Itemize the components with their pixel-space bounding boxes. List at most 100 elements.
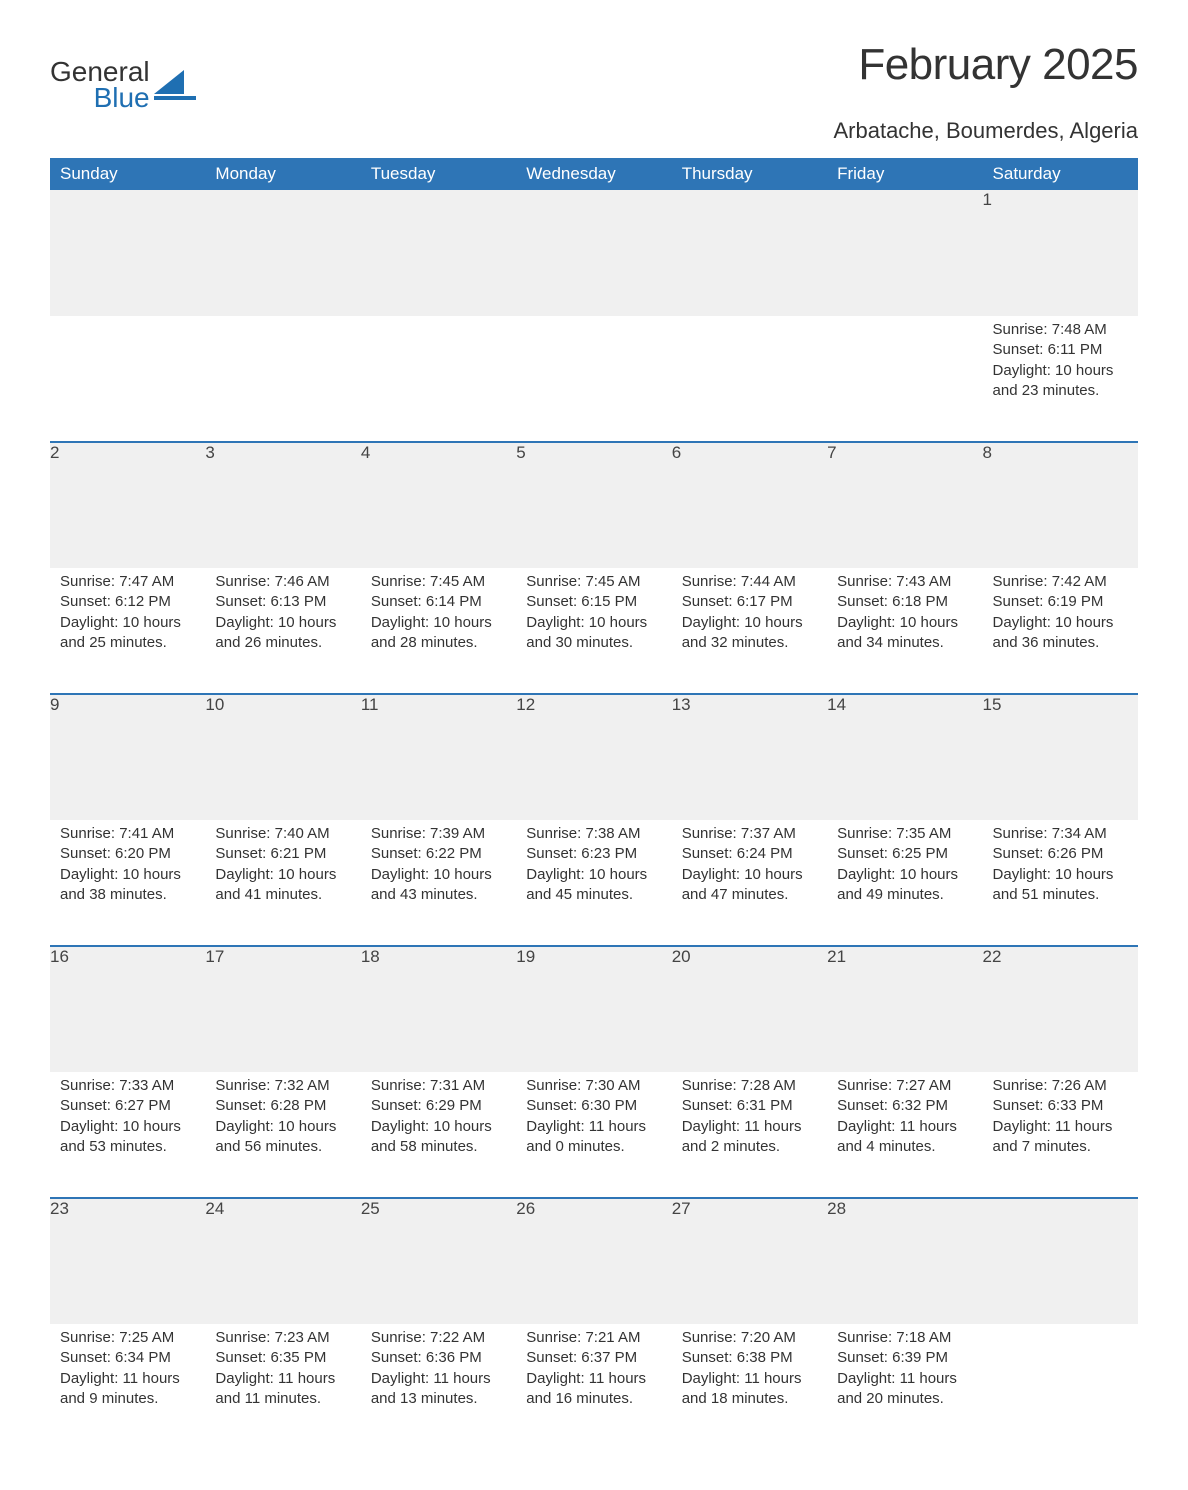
sunset-text: Sunset: 6:37 PM	[526, 1348, 661, 1368]
sunrise-text: Sunrise: 7:33 AM	[60, 1076, 195, 1096]
day-number	[361, 190, 516, 316]
day-header: Wednesday	[516, 158, 671, 190]
calendar-table: SundayMondayTuesdayWednesdayThursdayFrid…	[50, 158, 1138, 1450]
day-number: 3	[205, 442, 360, 568]
sunrise-text: Sunrise: 7:35 AM	[837, 824, 972, 844]
sunrise-text: Sunrise: 7:39 AM	[371, 824, 506, 844]
day-number: 25	[361, 1198, 516, 1324]
day-cell: Sunrise: 7:47 AMSunset: 6:12 PMDaylight:…	[50, 568, 205, 694]
day-number: 9	[50, 694, 205, 820]
day-header-row: SundayMondayTuesdayWednesdayThursdayFrid…	[50, 158, 1138, 190]
sunrise-text: Sunrise: 7:32 AM	[215, 1076, 350, 1096]
week-number-row: 232425262728	[50, 1198, 1138, 1324]
day-number: 19	[516, 946, 671, 1072]
day-cell: Sunrise: 7:18 AMSunset: 6:39 PMDaylight:…	[827, 1324, 982, 1450]
sunrise-text: Sunrise: 7:23 AM	[215, 1328, 350, 1348]
day-number	[516, 190, 671, 316]
sunrise-text: Sunrise: 7:43 AM	[837, 572, 972, 592]
sunrise-text: Sunrise: 7:26 AM	[993, 1076, 1128, 1096]
day-cell: Sunrise: 7:37 AMSunset: 6:24 PMDaylight:…	[672, 820, 827, 946]
daylight-text: Daylight: 11 hours and 11 minutes.	[215, 1369, 350, 1410]
header: General Blue February 2025	[50, 40, 1138, 112]
sunset-text: Sunset: 6:34 PM	[60, 1348, 195, 1368]
day-cell: Sunrise: 7:28 AMSunset: 6:31 PMDaylight:…	[672, 1072, 827, 1198]
day-cell: Sunrise: 7:22 AMSunset: 6:36 PMDaylight:…	[361, 1324, 516, 1450]
day-number	[672, 190, 827, 316]
daylight-text: Daylight: 10 hours and 43 minutes.	[371, 865, 506, 906]
week-number-row: 1	[50, 190, 1138, 316]
day-number: 6	[672, 442, 827, 568]
day-number: 11	[361, 694, 516, 820]
day-cell: Sunrise: 7:41 AMSunset: 6:20 PMDaylight:…	[50, 820, 205, 946]
day-number: 17	[205, 946, 360, 1072]
sunset-text: Sunset: 6:13 PM	[215, 592, 350, 612]
day-number: 5	[516, 442, 671, 568]
daylight-text: Daylight: 11 hours and 7 minutes.	[993, 1117, 1128, 1158]
day-cell: Sunrise: 7:30 AMSunset: 6:30 PMDaylight:…	[516, 1072, 671, 1198]
sunset-text: Sunset: 6:27 PM	[60, 1096, 195, 1116]
day-number: 18	[361, 946, 516, 1072]
daylight-text: Daylight: 10 hours and 34 minutes.	[837, 613, 972, 654]
day-cell: Sunrise: 7:48 AMSunset: 6:11 PMDaylight:…	[983, 316, 1138, 442]
day-number: 22	[983, 946, 1138, 1072]
day-cell	[516, 316, 671, 442]
sunset-text: Sunset: 6:24 PM	[682, 844, 817, 864]
month-title: February 2025	[858, 40, 1138, 90]
logo: General Blue	[50, 58, 196, 112]
daylight-text: Daylight: 10 hours and 58 minutes.	[371, 1117, 506, 1158]
day-number: 12	[516, 694, 671, 820]
sunset-text: Sunset: 6:25 PM	[837, 844, 972, 864]
sunset-text: Sunset: 6:26 PM	[993, 844, 1128, 864]
sunrise-text: Sunrise: 7:31 AM	[371, 1076, 506, 1096]
day-cell: Sunrise: 7:46 AMSunset: 6:13 PMDaylight:…	[205, 568, 360, 694]
day-number: 26	[516, 1198, 671, 1324]
sunset-text: Sunset: 6:35 PM	[215, 1348, 350, 1368]
day-cell	[983, 1324, 1138, 1450]
day-cell: Sunrise: 7:23 AMSunset: 6:35 PMDaylight:…	[205, 1324, 360, 1450]
sunset-text: Sunset: 6:32 PM	[837, 1096, 972, 1116]
week-content-row: Sunrise: 7:41 AMSunset: 6:20 PMDaylight:…	[50, 820, 1138, 946]
daylight-text: Daylight: 11 hours and 4 minutes.	[837, 1117, 972, 1158]
daylight-text: Daylight: 11 hours and 13 minutes.	[371, 1369, 506, 1410]
sunrise-text: Sunrise: 7:45 AM	[526, 572, 661, 592]
sunrise-text: Sunrise: 7:44 AM	[682, 572, 817, 592]
sunrise-text: Sunrise: 7:46 AM	[215, 572, 350, 592]
day-header: Tuesday	[361, 158, 516, 190]
daylight-text: Daylight: 11 hours and 9 minutes.	[60, 1369, 195, 1410]
sunrise-text: Sunrise: 7:28 AM	[682, 1076, 817, 1096]
daylight-text: Daylight: 10 hours and 47 minutes.	[682, 865, 817, 906]
sunrise-text: Sunrise: 7:48 AM	[993, 320, 1128, 340]
logo-sail-icon	[154, 70, 196, 100]
day-cell: Sunrise: 7:34 AMSunset: 6:26 PMDaylight:…	[983, 820, 1138, 946]
day-header: Friday	[827, 158, 982, 190]
sunset-text: Sunset: 6:21 PM	[215, 844, 350, 864]
daylight-text: Daylight: 11 hours and 0 minutes.	[526, 1117, 661, 1158]
sunrise-text: Sunrise: 7:45 AM	[371, 572, 506, 592]
sunset-text: Sunset: 6:29 PM	[371, 1096, 506, 1116]
daylight-text: Daylight: 11 hours and 20 minutes.	[837, 1369, 972, 1410]
day-cell: Sunrise: 7:40 AMSunset: 6:21 PMDaylight:…	[205, 820, 360, 946]
sunrise-text: Sunrise: 7:41 AM	[60, 824, 195, 844]
day-header: Thursday	[672, 158, 827, 190]
sunrise-text: Sunrise: 7:30 AM	[526, 1076, 661, 1096]
day-cell: Sunrise: 7:32 AMSunset: 6:28 PMDaylight:…	[205, 1072, 360, 1198]
daylight-text: Daylight: 10 hours and 51 minutes.	[993, 865, 1128, 906]
sunset-text: Sunset: 6:18 PM	[837, 592, 972, 612]
daylight-text: Daylight: 10 hours and 28 minutes.	[371, 613, 506, 654]
daylight-text: Daylight: 10 hours and 36 minutes.	[993, 613, 1128, 654]
day-number: 28	[827, 1198, 982, 1324]
day-number: 16	[50, 946, 205, 1072]
logo-text: General Blue	[50, 58, 150, 112]
title-block: February 2025	[858, 40, 1138, 90]
day-number: 4	[361, 442, 516, 568]
daylight-text: Daylight: 10 hours and 41 minutes.	[215, 865, 350, 906]
sunrise-text: Sunrise: 7:37 AM	[682, 824, 817, 844]
daylight-text: Daylight: 11 hours and 18 minutes.	[682, 1369, 817, 1410]
day-header: Monday	[205, 158, 360, 190]
week-content-row: Sunrise: 7:25 AMSunset: 6:34 PMDaylight:…	[50, 1324, 1138, 1450]
sunrise-text: Sunrise: 7:18 AM	[837, 1328, 972, 1348]
daylight-text: Daylight: 10 hours and 56 minutes.	[215, 1117, 350, 1158]
day-number: 1	[983, 190, 1138, 316]
daylight-text: Daylight: 11 hours and 2 minutes.	[682, 1117, 817, 1158]
sunrise-text: Sunrise: 7:21 AM	[526, 1328, 661, 1348]
